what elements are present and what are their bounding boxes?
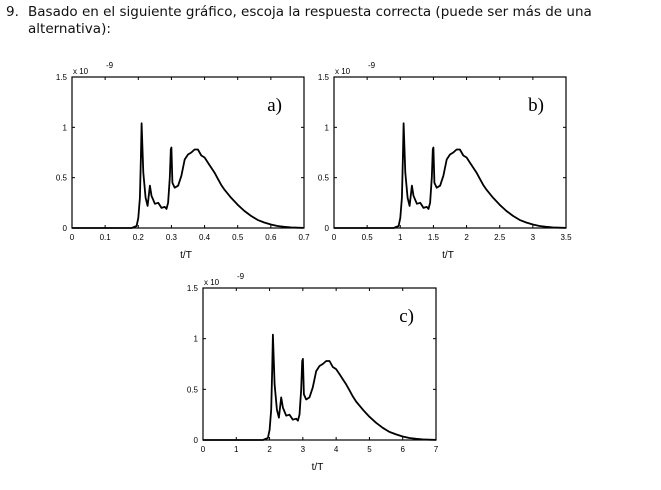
chart-c-panel-label: c) bbox=[399, 306, 414, 327]
question-number: 9. bbox=[6, 4, 19, 20]
chart-b-y-tick-label: 0 bbox=[325, 224, 330, 233]
chart-a-y-multiplier: x 10 bbox=[73, 67, 89, 76]
chart-c-x-tick-label: 7 bbox=[434, 445, 439, 454]
chart-b-x-tick-label: 1.5 bbox=[428, 233, 440, 242]
chart-a-y-tick-label: 1.5 bbox=[56, 73, 68, 82]
chart-a-series-line bbox=[72, 122, 305, 229]
question-text: Basado en el siguiente gráfico, escoja l… bbox=[28, 4, 597, 37]
chart-c-series-line bbox=[203, 333, 437, 441]
chart-b-x-tick-label: 3.5 bbox=[560, 233, 572, 242]
chart-b-frame bbox=[333, 76, 567, 229]
chart-c-y-tick-label: 1.5 bbox=[187, 284, 199, 293]
chart-b-y-multiplier: x 10 bbox=[335, 67, 351, 76]
chart-c-x-axis-label: t/T bbox=[312, 462, 324, 473]
chart-c-y-tick-label: 0 bbox=[194, 436, 199, 445]
chart-b-x-tick-label: 3 bbox=[531, 233, 536, 242]
chart-a-x-tick-label: 0.6 bbox=[265, 233, 277, 242]
chart-c-frame bbox=[202, 287, 437, 441]
chart-a-panel-label: a) bbox=[267, 95, 282, 116]
chart-c-x-tick-label: 2 bbox=[267, 445, 272, 454]
chart-c-x-tick-label: 5 bbox=[367, 445, 372, 454]
chart-c-y-multiplier: x 10 bbox=[204, 278, 220, 287]
chart-c-x-tick-label: 3 bbox=[301, 445, 306, 454]
chart-b-panel-label: b) bbox=[528, 95, 544, 116]
chart-b-y-tick-label: 1 bbox=[325, 123, 330, 132]
chart-a-frame bbox=[71, 76, 305, 229]
chart-c-x-tick-label: 4 bbox=[334, 445, 339, 454]
chart-c-y-tick-label: 0.5 bbox=[187, 385, 199, 394]
chart-a-x-tick-label: 0 bbox=[70, 233, 75, 242]
chart-c-x-tick-label: 1 bbox=[234, 445, 239, 454]
chart-a-y-tick-label: 1 bbox=[63, 123, 68, 132]
chart-a-y-exponent: -9 bbox=[106, 61, 114, 70]
chart-a-x-tick-label: 0.4 bbox=[199, 233, 211, 242]
chart-b-x-tick-label: 0 bbox=[332, 233, 337, 242]
chart-b-y-tick-label: 1.5 bbox=[318, 73, 330, 82]
chart-a-x-tick-label: 0.7 bbox=[298, 233, 310, 242]
chart-b-series-line bbox=[334, 122, 567, 229]
chart-a-y-tick-label: 0 bbox=[63, 224, 68, 233]
chart-c-x-tick-label: 0 bbox=[201, 445, 206, 454]
chart-b-x-tick-label: 2 bbox=[464, 233, 469, 242]
chart-a-x-tick-label: 0.1 bbox=[100, 233, 112, 242]
chart-b-x-axis-label: t/T bbox=[442, 250, 454, 261]
chart-b-y-exponent: -9 bbox=[368, 61, 376, 70]
chart-a-x-axis-label: t/T bbox=[180, 250, 192, 261]
chart-b-x-tick-label: 0.5 bbox=[362, 233, 374, 242]
chart-c-y-tick-label: 1 bbox=[194, 335, 199, 344]
chart-b-y-tick-label: 0.5 bbox=[318, 174, 330, 183]
chart-a-x-tick-label: 0.2 bbox=[133, 233, 145, 242]
chart-a-x-tick-label: 0.3 bbox=[166, 233, 178, 242]
chart-a-y-tick-label: 0.5 bbox=[56, 174, 68, 183]
chart-b-x-tick-label: 1 bbox=[398, 233, 403, 242]
chart-c-y-exponent: -9 bbox=[237, 272, 245, 281]
chart-c-x-tick-label: 6 bbox=[400, 445, 405, 454]
question-block: 9. Basado en el siguiente gráfico, escoj… bbox=[6, 4, 656, 55]
chart-b-x-tick-label: 2.5 bbox=[494, 233, 506, 242]
chart-a-x-tick-label: 0.5 bbox=[232, 233, 244, 242]
